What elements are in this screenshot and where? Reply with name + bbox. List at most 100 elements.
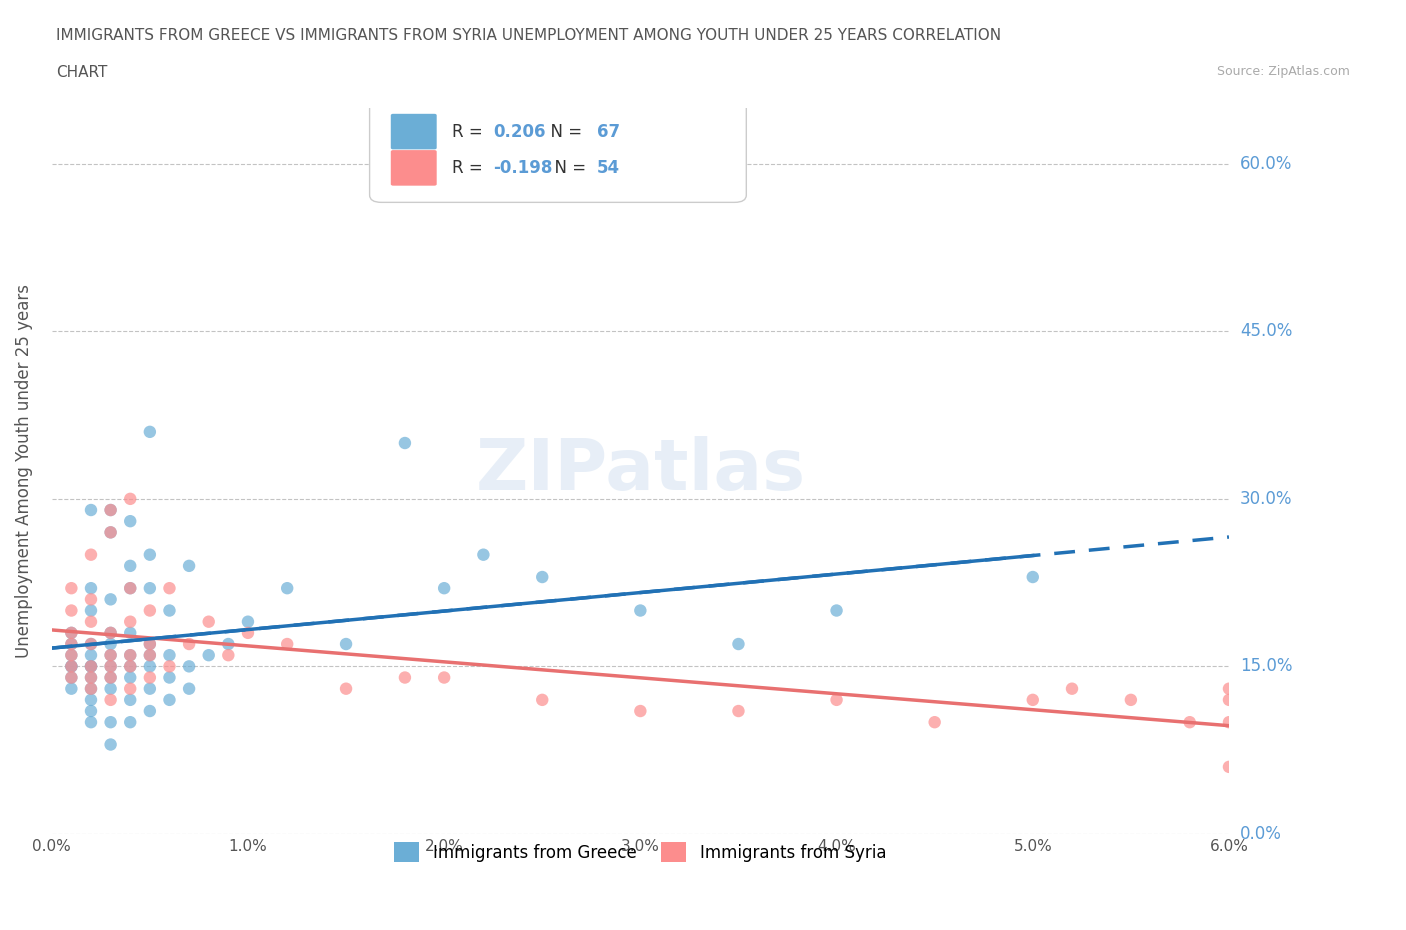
Point [80, 648, 103, 663]
Point [80, 659, 103, 674]
Point [120, 625, 142, 640]
Point [394, 671, 416, 685]
Point [335, 637, 357, 652]
Text: 15.0%: 15.0% [1240, 658, 1292, 675]
Point [60, 580, 83, 595]
Point [727, 704, 749, 719]
Point [80, 591, 103, 606]
Point [100, 625, 122, 640]
Point [531, 693, 554, 708]
Point [628, 704, 651, 719]
Point [825, 693, 848, 708]
Point [276, 580, 298, 595]
Point [120, 558, 142, 573]
Point [628, 603, 651, 618]
Point [1060, 682, 1083, 697]
Point [1218, 682, 1240, 697]
FancyBboxPatch shape [391, 150, 437, 186]
Point [120, 671, 142, 685]
Point [60, 625, 83, 640]
Point [80, 637, 103, 652]
Point [217, 648, 239, 663]
Point [139, 648, 162, 663]
Point [924, 715, 946, 730]
Text: N =: N = [544, 159, 591, 178]
Text: 30.0%: 30.0% [1240, 490, 1292, 508]
Point [100, 502, 122, 517]
Point [120, 614, 142, 629]
Text: 0.0%: 0.0% [1240, 825, 1282, 843]
Point [100, 682, 122, 697]
Point [139, 671, 162, 685]
Point [825, 603, 848, 618]
Point [727, 637, 749, 652]
Point [80, 614, 103, 629]
Point [120, 659, 142, 674]
Text: -0.198: -0.198 [494, 159, 553, 178]
Point [139, 580, 162, 595]
Point [1119, 693, 1142, 708]
Point [1178, 715, 1201, 730]
Text: 54: 54 [596, 159, 620, 178]
Point [335, 682, 357, 697]
Point [120, 513, 142, 528]
Point [100, 502, 122, 517]
Text: CHART: CHART [56, 65, 108, 80]
Point [60, 659, 83, 674]
Point [100, 625, 122, 640]
Point [100, 637, 122, 652]
Point [276, 637, 298, 652]
Point [197, 648, 219, 663]
Point [139, 682, 162, 697]
Point [100, 693, 122, 708]
Point [177, 637, 200, 652]
Text: 60.0%: 60.0% [1240, 154, 1292, 173]
Point [177, 558, 200, 573]
Point [120, 659, 142, 674]
Text: R =: R = [451, 123, 488, 141]
Text: R =: R = [451, 159, 488, 178]
Point [236, 625, 259, 640]
Point [139, 637, 162, 652]
Point [60, 659, 83, 674]
Point [139, 603, 162, 618]
Point [394, 435, 416, 450]
Legend: Immigrants from Greece, Immigrants from Syria: Immigrants from Greece, Immigrants from … [388, 835, 893, 870]
Point [100, 648, 122, 663]
Text: IMMIGRANTS FROM GREECE VS IMMIGRANTS FROM SYRIA UNEMPLOYMENT AMONG YOUTH UNDER 2: IMMIGRANTS FROM GREECE VS IMMIGRANTS FRO… [56, 28, 1001, 43]
Point [60, 637, 83, 652]
Point [217, 637, 239, 652]
Y-axis label: Unemployment Among Youth under 25 years: Unemployment Among Youth under 25 years [15, 284, 32, 658]
Point [139, 704, 162, 719]
Point [80, 547, 103, 562]
Point [139, 648, 162, 663]
Point [159, 580, 181, 595]
Point [159, 659, 181, 674]
Point [80, 682, 103, 697]
Point [60, 682, 83, 697]
Point [139, 659, 162, 674]
Point [60, 648, 83, 663]
Point [80, 637, 103, 652]
Point [159, 648, 181, 663]
Point [100, 648, 122, 663]
Point [100, 671, 122, 685]
Text: 0.206: 0.206 [494, 123, 546, 141]
Point [159, 671, 181, 685]
Point [100, 525, 122, 539]
Point [80, 580, 103, 595]
Text: ZIPatlas: ZIPatlas [475, 436, 806, 505]
Point [60, 671, 83, 685]
Point [120, 580, 142, 595]
Point [100, 659, 122, 674]
Point [100, 591, 122, 606]
Text: N =: N = [540, 123, 588, 141]
Point [120, 648, 142, 663]
Point [1218, 760, 1240, 775]
Point [177, 659, 200, 674]
Point [236, 614, 259, 629]
Point [197, 614, 219, 629]
Point [80, 659, 103, 674]
Point [100, 737, 122, 752]
Point [80, 693, 103, 708]
